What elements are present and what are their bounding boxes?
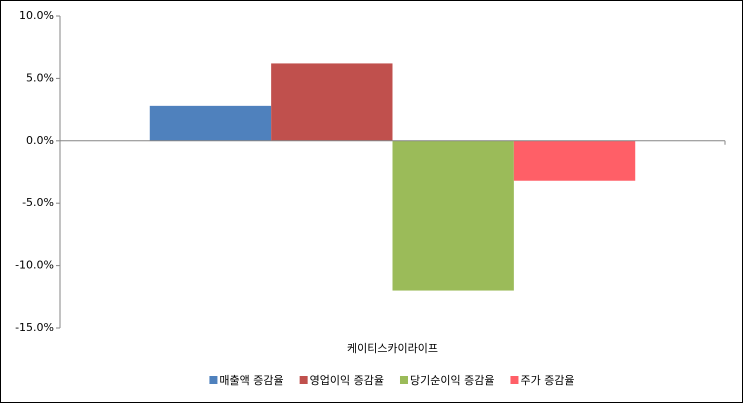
- y-tick-label: 5.0%: [26, 71, 54, 84]
- y-tick-label: -15.0%: [15, 321, 54, 334]
- legend-label: 매출액 증감율: [219, 374, 283, 387]
- y-tick-label: 0.0%: [26, 134, 54, 147]
- x-tick-label: 케이티스카이라이프: [347, 342, 438, 355]
- bar: [513, 140, 636, 181]
- legend-swatch: [209, 376, 218, 384]
- bar: [149, 105, 272, 141]
- y-tick-label: 10.0%: [19, 9, 54, 22]
- legend-label: 주가 증감율: [520, 374, 574, 387]
- legend-label: 당기순이익 증감율: [410, 374, 494, 387]
- y-tick-label: -5.0%: [22, 196, 54, 209]
- bar: [392, 140, 514, 291]
- legend-swatch: [399, 376, 408, 384]
- legend-swatch: [299, 376, 308, 384]
- legend-label: 영업이익 증감율: [310, 374, 384, 387]
- legend-swatch: [510, 376, 519, 384]
- bar: [271, 63, 393, 141]
- y-tick-label: -10.0%: [15, 259, 54, 272]
